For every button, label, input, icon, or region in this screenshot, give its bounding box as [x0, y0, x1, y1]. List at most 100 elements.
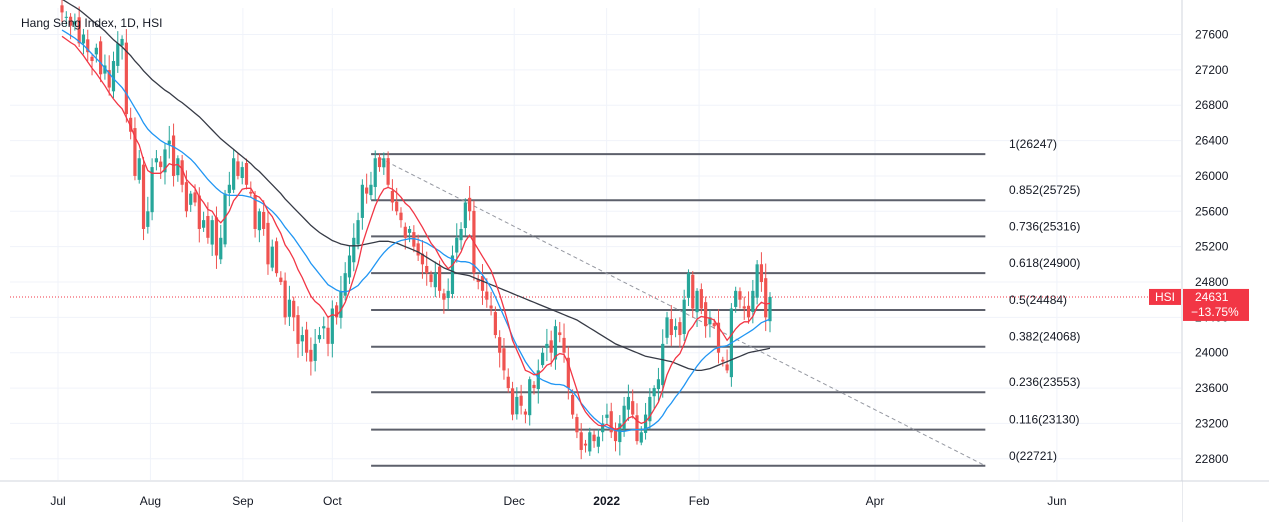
candle-body	[712, 323, 716, 327]
candle-body	[442, 293, 446, 300]
candle-body	[99, 41, 103, 75]
candle-body	[274, 241, 279, 274]
candle-body	[510, 388, 515, 415]
candle-body	[502, 348, 506, 371]
y-tick-label: 25600	[1195, 204, 1229, 218]
candle-body	[202, 220, 206, 228]
candle-body	[189, 193, 193, 205]
candle-body	[643, 414, 648, 433]
fib-level-label: 0.5(24484)	[1009, 293, 1067, 307]
candle-body	[64, 16, 68, 18]
candle-body	[146, 211, 150, 227]
candle-body	[678, 322, 682, 336]
time-axis-bg	[0, 481, 1182, 522]
candle-body	[73, 21, 77, 25]
candle-body	[244, 162, 249, 185]
candle-body	[407, 228, 412, 233]
candle-body	[716, 322, 721, 353]
x-tick-label: Dec	[504, 494, 525, 508]
candle-body	[438, 266, 442, 291]
candle-body	[369, 184, 373, 196]
candle-body	[609, 411, 613, 433]
candle-body	[506, 376, 510, 389]
candle-body	[403, 226, 407, 238]
candle-body	[545, 343, 549, 348]
candle-body	[639, 432, 643, 443]
y-tick-label: 27200	[1195, 63, 1229, 77]
candle-body	[528, 379, 532, 416]
candle-body	[124, 42, 128, 115]
candle-body	[661, 343, 665, 386]
candle-body	[532, 384, 536, 389]
fib-level-label: 0.236(23553)	[1009, 375, 1080, 389]
fib-level-label: 0.852(25725)	[1009, 183, 1080, 197]
candle-body	[536, 370, 540, 390]
candle-body	[227, 184, 231, 194]
candle-body	[159, 161, 163, 168]
symbol-tag-label: HSI	[1155, 290, 1175, 304]
candle-body	[468, 197, 472, 212]
candle-body	[137, 158, 141, 180]
candle-body	[665, 317, 669, 338]
candle-body	[446, 290, 450, 298]
candle-body	[566, 357, 570, 389]
fib-level-label: 0.116(23130)	[1009, 413, 1080, 427]
candle-body	[210, 220, 214, 245]
candle-body	[81, 34, 86, 44]
candle-body	[262, 211, 266, 229]
candle-body	[335, 305, 339, 318]
candle-body	[347, 255, 352, 278]
candle-body	[571, 394, 575, 415]
candle-body	[171, 135, 176, 176]
candle-body	[498, 337, 502, 353]
candle-body	[317, 335, 322, 340]
fib-level-label: 0.618(24900)	[1009, 256, 1080, 270]
candle-body	[94, 47, 98, 55]
fib-level-label: 0(22721)	[1009, 449, 1057, 463]
candle-body	[296, 315, 300, 344]
x-tick-label: Apr	[866, 494, 885, 508]
x-tick-label: Oct	[323, 494, 342, 508]
candle-body	[176, 158, 180, 176]
candle-body	[390, 190, 394, 203]
candle-body	[734, 290, 738, 307]
candle-body	[759, 264, 764, 283]
x-tick-label: Sep	[232, 494, 254, 508]
candle-body	[103, 65, 107, 74]
candle-body	[219, 237, 223, 260]
candle-body	[416, 243, 420, 256]
candle-body	[206, 215, 210, 238]
candle-body	[382, 158, 386, 168]
candle-body	[768, 296, 772, 322]
fib-level-label: 1(26247)	[1009, 137, 1057, 151]
candle-body	[480, 276, 485, 291]
candle-body	[455, 237, 459, 253]
change-pct-label: −13.75%	[1191, 305, 1239, 319]
candle-body	[287, 299, 292, 317]
y-tick-label: 23600	[1195, 381, 1229, 395]
candle-body	[626, 396, 630, 410]
candle-body	[682, 299, 686, 335]
y-tick-label: 22800	[1195, 452, 1229, 466]
candle-body	[459, 228, 463, 241]
candle-body	[214, 217, 219, 256]
candle-body	[656, 379, 661, 390]
candle-body	[751, 290, 755, 312]
candle-body	[90, 56, 94, 62]
candle-body	[150, 167, 154, 213]
candle-body	[167, 140, 171, 145]
candle-body	[68, 16, 73, 26]
candle-body	[197, 195, 201, 229]
candle-body	[339, 290, 343, 318]
candle-body	[420, 253, 425, 265]
candle-body	[635, 415, 639, 442]
candle-body	[365, 187, 369, 194]
candle-body	[463, 202, 467, 229]
candle-body	[755, 264, 759, 298]
candle-body	[330, 308, 334, 344]
y-tick-label: 24800	[1195, 275, 1229, 289]
candle-body	[476, 279, 480, 283]
candle-body	[270, 246, 274, 268]
